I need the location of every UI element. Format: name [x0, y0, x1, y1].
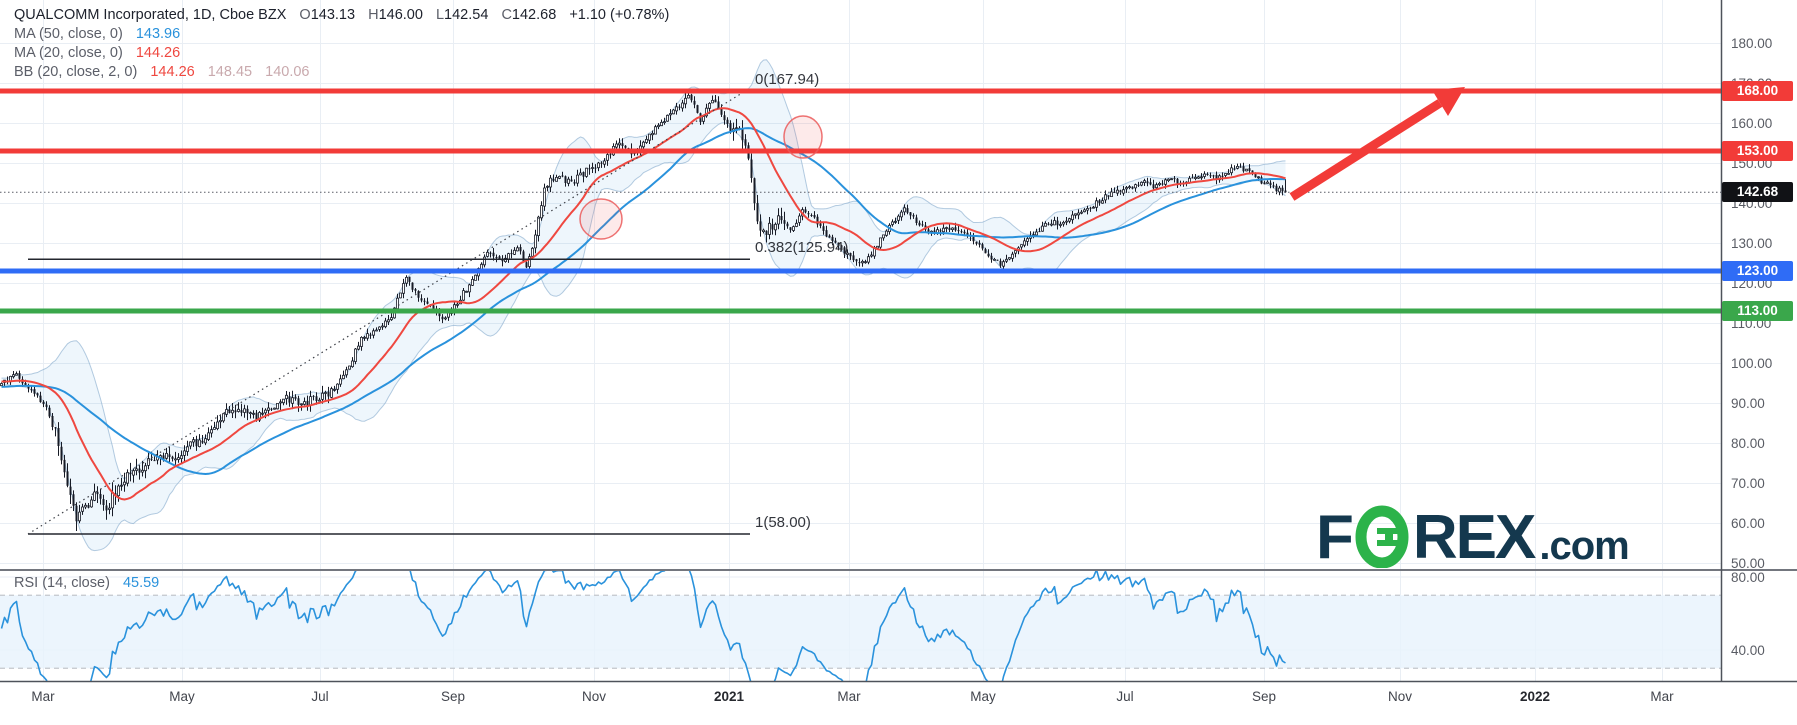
projection-arrow-shaft [1289, 99, 1443, 201]
bollinger-bands [1, 59, 1286, 552]
low-value: 142.54 [444, 7, 489, 23]
highlight-ellipse [579, 198, 623, 240]
symbol-title: QUALCOMM Incorporated, 1D, Cboe BZX [14, 7, 287, 23]
rsi-line [0, 571, 1286, 681]
bb-lower-value: 140.06 [265, 64, 310, 80]
change-value: +1.10 (+0.78%) [569, 7, 670, 23]
logo-text-rex: REX [1412, 503, 1536, 572]
close-value: 142.68 [511, 7, 557, 23]
logo-o-coin-icon [1355, 505, 1409, 568]
close-label: C [501, 7, 512, 23]
rsi-value: 45.59 [122, 575, 160, 591]
low-label: L [435, 7, 445, 23]
bb-upper-value: 148.45 [207, 64, 253, 80]
highlight-ellipse [783, 115, 823, 159]
fibonacci-retracement [27, 89, 750, 535]
symbol-row[interactable]: QUALCOMM Incorporated, 1D, Cboe BZX O143… [14, 6, 669, 25]
ma20-value: 144.26 [135, 45, 181, 61]
rsi-label: RSI (14, close) [14, 575, 110, 591]
chart-legend[interactable]: QUALCOMM Incorporated, 1D, Cboe BZX O143… [14, 6, 669, 82]
high-value: 146.00 [378, 7, 423, 23]
ma20-label: MA (20, close, 0) [14, 45, 123, 61]
logo-text-com: .com [1539, 524, 1629, 568]
open-label: O [299, 7, 311, 23]
ma50-row[interactable]: MA (50, close, 0) 143.96 [14, 25, 669, 44]
moving-average-lines [1, 107, 1286, 501]
logo-text-f: F [1316, 503, 1354, 572]
bb-label: BB (20, close, 2, 0) [14, 64, 138, 80]
dotted-trendline [27, 89, 748, 535]
high-label: H [368, 7, 379, 23]
pane-borders [0, 0, 1797, 683]
ma50-label: MA (50, close, 0) [14, 26, 123, 42]
annotations [579, 87, 1465, 240]
forex-logo: F REX .com [1316, 503, 1630, 572]
bb-row[interactable]: BB (20, close, 2, 0) 144.26 148.45 140.0… [14, 63, 669, 82]
ma50-value: 143.96 [135, 26, 181, 42]
ma20-row[interactable]: MA (20, close, 0) 144.26 [14, 44, 669, 63]
rsi-band [0, 594, 1721, 669]
open-value: 143.13 [310, 7, 356, 23]
rsi-legend[interactable]: RSI (14, close) 45.59 [14, 575, 159, 591]
projection-arrow-head [1432, 87, 1465, 116]
bb-basis-value: 144.26 [150, 64, 195, 80]
gridlines [0, 0, 1721, 681]
